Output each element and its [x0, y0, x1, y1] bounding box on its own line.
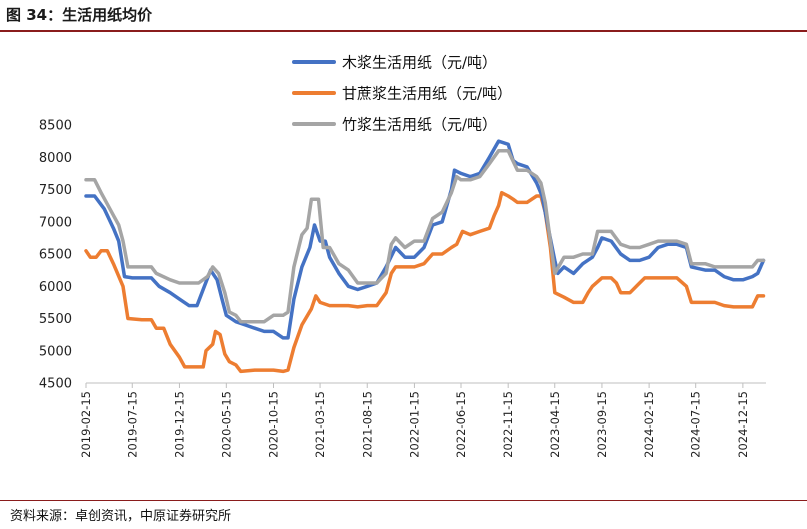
y-tick-label: 6000: [39, 280, 72, 295]
legend-label-1: 木浆生活用纸（元/吨）: [342, 54, 497, 72]
title-rule: [0, 30, 807, 32]
x-tick-label: 2021-08-15: [360, 391, 374, 458]
x-tick-label: 2022-11-15: [501, 391, 515, 458]
legend-label-3: 竹浆生活用纸（元/吨）: [342, 116, 497, 134]
y-tick-label: 5500: [39, 312, 72, 327]
legend-label-2: 甘蔗浆生活用纸（元/吨）: [342, 85, 512, 103]
line-chart: 4500 5000 5500 6000 6500 7000 7500 8000 8500 201…: [39, 54, 766, 458]
x-tick-label: 2020-10-15: [267, 391, 281, 458]
y-tick-label: 8500: [39, 119, 72, 134]
y-tick-label: 7000: [39, 215, 72, 230]
figure-title: 图 34：生活用纸均价: [6, 6, 153, 24]
x-tick-label: 2019-07-15: [125, 391, 139, 458]
x-tick-label: 2023-04-15: [548, 391, 562, 458]
x-tick-label: 2021-03-15: [313, 391, 327, 458]
x-tick-label: 2024-12-15: [736, 391, 750, 458]
y-tick-label: 6500: [39, 248, 72, 263]
x-axis: 2019-02-15 2019-07-15 2019-12-15 2020-05-15…: [79, 382, 766, 458]
legend: 木浆生活用纸（元/吨） 甘蔗浆生活用纸（元/吨） 竹浆生活用纸（元/吨）: [292, 54, 512, 134]
series-line-2: [84, 190, 766, 374]
x-tick-label: 2023-09-15: [595, 391, 609, 458]
y-tick-label: 7500: [39, 183, 72, 198]
x-tick-label: 2020-05-15: [219, 391, 233, 458]
y-tick-label: 8000: [39, 151, 72, 166]
y-tick-label: 4500: [39, 377, 72, 392]
series-line-3: [84, 149, 766, 324]
source-note: 资料来源：卓创资讯，中原证券研究所: [10, 509, 232, 524]
x-tick-label: 2022-01-15: [407, 391, 421, 458]
y-tick-label: 5000: [39, 344, 72, 359]
y-axis: 4500 5000 5500 6000 6500 7000 7500 8000 8500: [39, 119, 72, 392]
x-tick-label: 2022-06-15: [454, 391, 468, 458]
x-tick-label: 2024-07-15: [689, 391, 703, 458]
x-tick-label: 2019-02-15: [79, 391, 93, 458]
x-tick-label: 2024-02-15: [642, 391, 656, 458]
series-layer: [84, 139, 766, 374]
source-rule: [0, 500, 807, 501]
x-tick-label: 2019-12-15: [172, 391, 186, 458]
